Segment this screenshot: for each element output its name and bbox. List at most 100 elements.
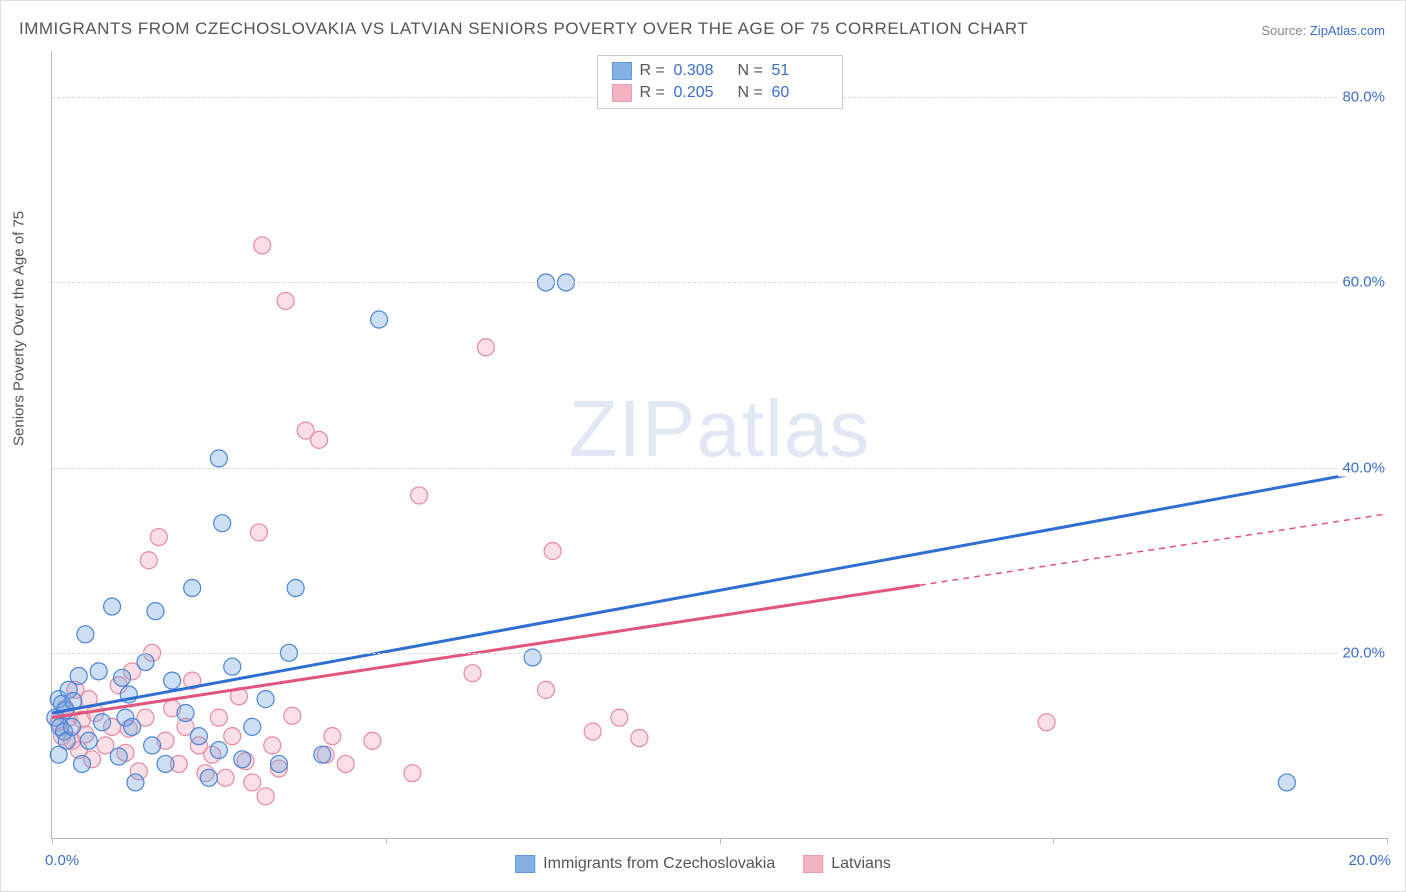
- swatch-blue: [612, 62, 632, 80]
- scatter-point-blue: [137, 654, 154, 671]
- scatter-point-blue: [64, 718, 81, 735]
- scatter-point-pink: [544, 542, 561, 559]
- scatter-point-blue: [257, 691, 274, 708]
- scatter-point-blue: [90, 663, 107, 680]
- scatter-point-blue: [50, 746, 67, 763]
- scatter-point-blue: [287, 580, 304, 597]
- scatter-point-blue: [114, 669, 131, 686]
- source-attribution: Source: ZipAtlas.com: [1261, 23, 1385, 38]
- scatter-point-blue: [127, 774, 144, 791]
- swatch-blue-bottom: [515, 855, 535, 873]
- scatter-point-blue: [144, 737, 161, 754]
- scatter-point-pink: [411, 487, 428, 504]
- scatter-point-blue: [94, 714, 111, 731]
- scatter-point-blue: [210, 742, 227, 759]
- scatter-point-pink: [537, 681, 554, 698]
- scatter-point-pink: [257, 788, 274, 805]
- n-label: N =: [738, 84, 764, 102]
- x-tick: [1053, 838, 1054, 844]
- scatter-point-pink: [254, 237, 271, 254]
- scatter-point-blue: [80, 732, 97, 749]
- n-value-pink: 60: [772, 84, 828, 102]
- n-label: N =: [738, 62, 764, 80]
- x-tick: [720, 838, 721, 844]
- scatter-point-blue: [104, 598, 121, 615]
- scatter-point-pink: [284, 707, 301, 724]
- legend-correlation-stats: R = 0.308 N = 51 R = 0.205 N = 60: [597, 55, 843, 109]
- scatter-point-pink: [150, 529, 167, 546]
- regression-line-pink-dashed: [920, 514, 1387, 585]
- scatter-point-pink: [224, 728, 241, 745]
- scatter-point-pink: [584, 723, 601, 740]
- gridline-h: [52, 468, 1387, 469]
- scatter-point-pink: [477, 339, 494, 356]
- scatter-point-blue: [270, 755, 287, 772]
- r-value-blue: 0.308: [674, 62, 730, 80]
- scatter-point-pink: [631, 730, 648, 747]
- scatter-svg: [52, 51, 1387, 838]
- plot-area: ZIPatlas R = 0.308 N = 51 R = 0.205 N = …: [51, 51, 1387, 839]
- gridline-h: [52, 653, 1387, 654]
- x-tick: [386, 838, 387, 844]
- swatch-pink-bottom: [803, 855, 823, 873]
- scatter-point-pink: [1038, 714, 1055, 731]
- legend-item-pink: Latvians: [803, 855, 891, 873]
- scatter-point-pink: [140, 552, 157, 569]
- scatter-point-pink: [364, 732, 381, 749]
- scatter-point-blue: [1278, 774, 1295, 791]
- source-link[interactable]: ZipAtlas.com: [1310, 23, 1385, 38]
- scatter-point-blue: [177, 705, 194, 722]
- gridline-h: [52, 282, 1387, 283]
- scatter-point-blue: [224, 658, 241, 675]
- regression-line-pink: [52, 585, 920, 717]
- scatter-point-blue: [74, 755, 91, 772]
- legend-item-blue: Immigrants from Czechoslovakia: [515, 855, 775, 873]
- scatter-point-blue: [244, 718, 261, 735]
- scatter-point-blue: [157, 755, 174, 772]
- scatter-point-pink: [611, 709, 628, 726]
- scatter-point-blue: [124, 718, 141, 735]
- x-tick-label-min: 0.0%: [45, 852, 79, 869]
- scatter-point-blue: [190, 728, 207, 745]
- scatter-point-pink: [277, 292, 294, 309]
- n-value-blue: 51: [772, 62, 828, 80]
- y-tick-label: 40.0%: [1338, 459, 1389, 476]
- scatter-point-pink: [264, 737, 281, 754]
- r-value-pink: 0.205: [674, 84, 730, 102]
- legend-series: Immigrants from Czechoslovakia Latvians: [515, 855, 891, 873]
- y-tick-label: 60.0%: [1338, 274, 1389, 291]
- r-label: R =: [640, 62, 666, 80]
- y-tick-label: 80.0%: [1338, 89, 1389, 106]
- scatter-point-pink: [464, 665, 481, 682]
- chart-container: IMMIGRANTS FROM CZECHOSLOVAKIA VS LATVIA…: [0, 0, 1406, 892]
- scatter-point-blue: [524, 649, 541, 666]
- legend-stats-row-blue: R = 0.308 N = 51: [612, 60, 828, 82]
- scatter-point-blue: [77, 626, 94, 643]
- x-tick: [1387, 838, 1388, 844]
- legend-label-pink: Latvians: [831, 855, 891, 873]
- scatter-point-pink: [324, 728, 341, 745]
- scatter-point-blue: [164, 672, 181, 689]
- scatter-point-blue: [70, 667, 87, 684]
- y-tick-label: 20.0%: [1338, 644, 1389, 661]
- chart-title: IMMIGRANTS FROM CZECHOSLOVAKIA VS LATVIA…: [19, 19, 1028, 39]
- x-tick-label-max: 20.0%: [1348, 852, 1391, 869]
- scatter-point-pink: [311, 431, 328, 448]
- scatter-point-pink: [404, 765, 421, 782]
- scatter-point-blue: [184, 580, 201, 597]
- scatter-point-blue: [210, 450, 227, 467]
- scatter-point-pink: [337, 755, 354, 772]
- scatter-point-blue: [371, 311, 388, 328]
- scatter-point-blue: [200, 769, 217, 786]
- regression-line-blue: [52, 468, 1387, 713]
- scatter-point-pink: [217, 769, 234, 786]
- scatter-point-blue: [214, 515, 231, 532]
- scatter-point-blue: [147, 603, 164, 620]
- r-label: R =: [640, 84, 666, 102]
- source-prefix: Source:: [1261, 23, 1309, 38]
- scatter-point-blue: [234, 751, 251, 768]
- scatter-point-pink: [210, 709, 227, 726]
- scatter-point-blue: [314, 746, 331, 763]
- x-tick: [52, 838, 53, 844]
- swatch-pink: [612, 84, 632, 102]
